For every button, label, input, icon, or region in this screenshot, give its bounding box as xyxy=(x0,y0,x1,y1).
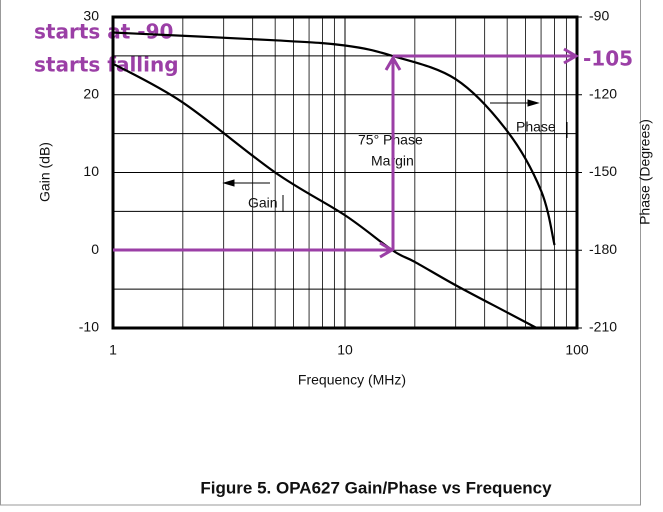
series-label: Phase xyxy=(516,119,556,135)
chart-title: Figure 5. OPA627 Gain/Phase vs Frequency xyxy=(200,478,552,497)
plot-border xyxy=(111,15,579,330)
y-axis-label: Gain (dB) xyxy=(37,142,53,202)
x-tick-label: 1 xyxy=(109,342,117,358)
series-line xyxy=(112,62,538,329)
label-arrows xyxy=(222,99,568,212)
series-line xyxy=(112,31,556,246)
y-tick-label: -10 xyxy=(79,319,99,335)
series-label: Gain xyxy=(248,195,278,211)
annotation: starts at -90 xyxy=(34,20,173,44)
y2-axis-label: Phase (Degrees) xyxy=(637,119,653,225)
x-tick-label: 100 xyxy=(565,342,589,358)
y2-tick-label: -120 xyxy=(589,85,617,101)
y2-tick-label: -90 xyxy=(589,8,609,24)
annotation: 75° Phase xyxy=(358,132,423,148)
annotation: starts falling xyxy=(34,53,179,77)
y2-tick-label: -150 xyxy=(589,163,617,179)
frame xyxy=(0,0,641,506)
x-tick-label: 10 xyxy=(337,342,353,358)
y-tick-label: 30 xyxy=(83,8,99,24)
y-tick-label: 0 xyxy=(91,241,99,257)
y2-tick-label: -180 xyxy=(589,241,617,257)
annotation: -105 xyxy=(583,47,633,71)
y2-tick-label: -210 xyxy=(589,319,617,335)
y-tick-label: 10 xyxy=(83,163,99,179)
y-tick-label: 20 xyxy=(83,85,99,101)
margin-arrows xyxy=(113,47,579,259)
x-axis-label: Frequency (MHz) xyxy=(298,372,406,388)
